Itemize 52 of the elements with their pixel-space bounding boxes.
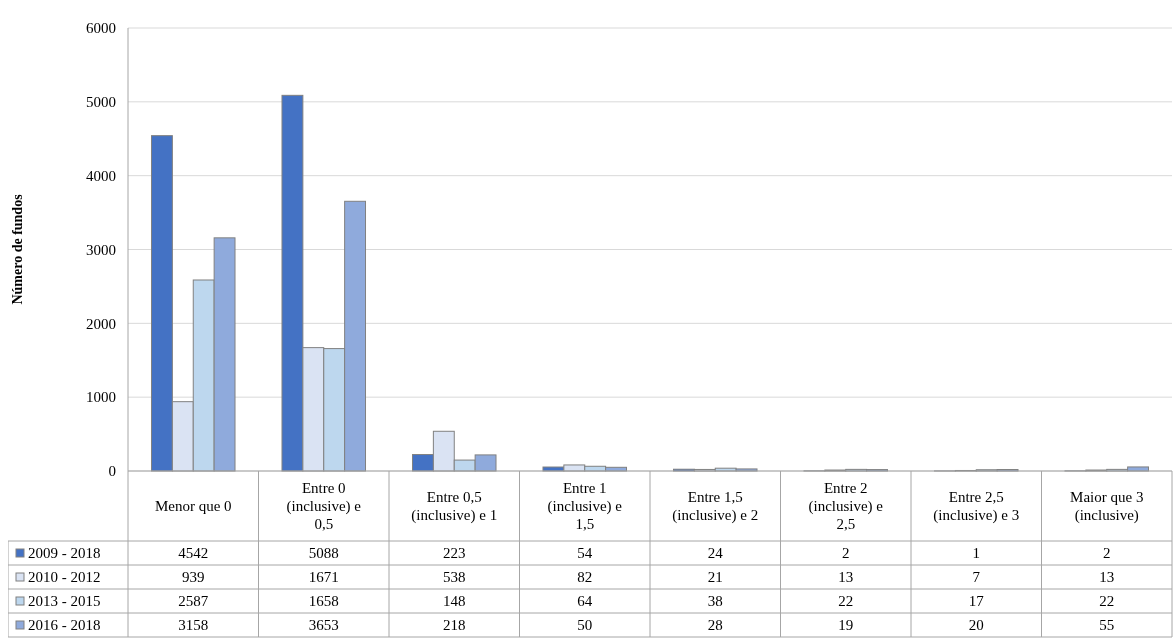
x-tick-label: Entre 1,5 (inclusive) e 2 bbox=[672, 489, 759, 525]
x-tick-label: Entre 0,5 (inclusive) e 1 bbox=[411, 489, 498, 525]
data-label: 1671 bbox=[308, 569, 339, 586]
data-label: 38 bbox=[707, 593, 723, 610]
x-tick-label: Maior que 3 (inclusive) bbox=[1070, 489, 1144, 525]
data-label: 5088 bbox=[308, 545, 339, 562]
data-label: 148 bbox=[443, 593, 466, 610]
data-label: 1 bbox=[972, 545, 980, 562]
y-axis-title: Número de fundos bbox=[10, 193, 25, 305]
data-label: 1658 bbox=[308, 593, 339, 610]
data-label: 17 bbox=[968, 593, 985, 610]
y-tick-label: 1000 bbox=[86, 389, 116, 406]
data-label: 2587 bbox=[178, 593, 209, 610]
data-label: 3653 bbox=[308, 617, 339, 634]
x-tick-label: Entre 2,5 (inclusive) e 3 bbox=[933, 489, 1020, 525]
data-label: 3158 bbox=[178, 617, 209, 634]
y-tick-label: 0 bbox=[108, 463, 116, 480]
data-label: 538 bbox=[443, 569, 466, 586]
y-tick-label: 4000 bbox=[86, 167, 116, 184]
x-tick-label: Entre 1 (inclusive) e 1,5 bbox=[547, 480, 623, 533]
data-label: 223 bbox=[443, 545, 466, 562]
data-label: 2 bbox=[1103, 545, 1111, 562]
data-label: 21 bbox=[707, 569, 723, 586]
legend-label: 2010 - 2012 bbox=[28, 569, 101, 586]
data-label: 19 bbox=[838, 617, 854, 634]
y-tick-label: 5000 bbox=[86, 94, 116, 111]
data-label: 13 bbox=[1099, 569, 1115, 586]
data-label: 939 bbox=[182, 569, 205, 586]
data-label: 64 bbox=[577, 593, 593, 610]
data-label: 218 bbox=[443, 617, 466, 634]
y-tick-label: 6000 bbox=[86, 20, 116, 37]
data-label: 55 bbox=[1099, 617, 1115, 634]
data-label: 13 bbox=[838, 569, 854, 586]
data-label: 24 bbox=[707, 545, 724, 562]
data-label: 50 bbox=[577, 617, 593, 634]
data-label: 4542 bbox=[178, 545, 209, 562]
data-label: 54 bbox=[577, 545, 593, 562]
data-label: 28 bbox=[707, 617, 723, 634]
x-tick-label: Entre 0 (inclusive) e 0,5 bbox=[286, 480, 362, 533]
legend-label: 2009 - 2018 bbox=[28, 545, 101, 562]
data-label: 7 bbox=[972, 569, 981, 586]
data-label: 82 bbox=[577, 569, 593, 586]
y-tick-label: 2000 bbox=[86, 315, 116, 332]
legend-label: 2013 - 2015 bbox=[28, 593, 101, 610]
data-label: 22 bbox=[1099, 593, 1115, 610]
y-tick-label: 3000 bbox=[86, 241, 116, 258]
x-tick-label: Entre 2 (inclusive) e 2,5 bbox=[808, 480, 884, 533]
data-label: 2 bbox=[842, 545, 850, 562]
data-label: 22 bbox=[838, 593, 854, 610]
data-label: 20 bbox=[968, 617, 984, 634]
legend-label: 2016 - 2018 bbox=[28, 617, 101, 634]
x-tick-label: Menor que 0 bbox=[154, 498, 232, 515]
